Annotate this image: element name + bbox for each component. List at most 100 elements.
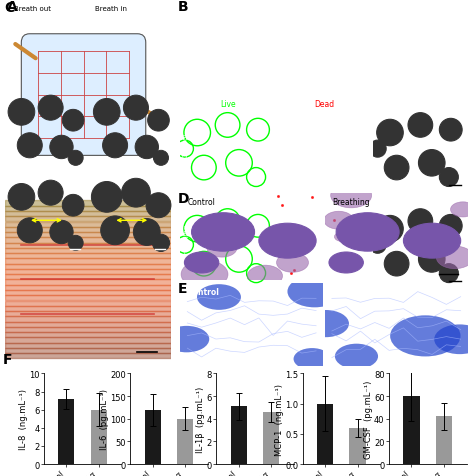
- Bar: [5, 238, 171, 243]
- Bar: [5, 254, 171, 259]
- Text: Control: Control: [187, 288, 219, 296]
- Circle shape: [38, 96, 63, 121]
- Circle shape: [191, 213, 255, 252]
- Text: Breathing: Breathing: [332, 198, 369, 207]
- Bar: [5, 206, 171, 211]
- Circle shape: [123, 96, 148, 121]
- Bar: [5, 201, 171, 206]
- Bar: [5, 259, 171, 264]
- Circle shape: [247, 266, 283, 287]
- Circle shape: [212, 221, 231, 233]
- Bar: [5, 317, 171, 322]
- Circle shape: [437, 247, 474, 269]
- Circle shape: [17, 218, 42, 243]
- Bar: [5, 228, 171, 232]
- Text: D: D: [178, 192, 189, 206]
- Bar: [5, 301, 171, 306]
- Circle shape: [353, 225, 386, 245]
- Bar: [5, 348, 171, 353]
- Bar: [5, 337, 171, 343]
- Text: Breathing: Breathing: [332, 288, 374, 296]
- Circle shape: [68, 151, 83, 166]
- Bar: [5, 322, 171, 327]
- Text: Breathing: Breathing: [183, 223, 189, 258]
- Circle shape: [152, 235, 170, 252]
- Circle shape: [62, 195, 84, 217]
- Bar: [5, 296, 171, 301]
- Text: Brightfield: Brightfield: [400, 100, 440, 109]
- Circle shape: [50, 136, 73, 159]
- Bar: [5, 354, 171, 358]
- Bar: [145, 410, 161, 464]
- Bar: [317, 404, 333, 464]
- Circle shape: [329, 252, 364, 273]
- Circle shape: [121, 179, 150, 208]
- Bar: [5, 290, 171, 296]
- Bar: [436, 416, 452, 464]
- Text: Breath out: Breath out: [14, 6, 51, 12]
- Bar: [5, 233, 171, 238]
- Text: Breath in: Breath in: [95, 6, 127, 12]
- Circle shape: [369, 237, 386, 254]
- Circle shape: [439, 119, 462, 142]
- Circle shape: [147, 110, 169, 132]
- Bar: [5, 275, 171, 280]
- FancyBboxPatch shape: [21, 35, 146, 156]
- Bar: [5, 217, 171, 222]
- Bar: [403, 396, 419, 464]
- Circle shape: [336, 213, 399, 252]
- Circle shape: [68, 236, 83, 251]
- Bar: [263, 412, 279, 464]
- Circle shape: [419, 150, 445, 177]
- Bar: [177, 419, 193, 464]
- Circle shape: [276, 253, 309, 273]
- Bar: [5, 343, 171, 348]
- Text: E: E: [178, 282, 187, 296]
- Circle shape: [302, 310, 349, 337]
- Circle shape: [91, 182, 122, 213]
- Bar: [5, 327, 171, 332]
- Circle shape: [331, 183, 372, 208]
- Circle shape: [259, 224, 316, 258]
- Bar: [231, 407, 247, 464]
- Circle shape: [324, 212, 354, 230]
- Circle shape: [50, 221, 73, 244]
- Bar: [5, 332, 171, 337]
- Text: Control: Control: [187, 198, 215, 207]
- Text: Live: Live: [220, 100, 236, 109]
- Circle shape: [133, 219, 160, 246]
- Bar: [5, 269, 171, 275]
- Circle shape: [62, 110, 84, 132]
- Text: B: B: [178, 0, 188, 14]
- Circle shape: [197, 285, 241, 310]
- Text: C: C: [5, 1, 15, 15]
- Y-axis label: IL-8  (ng.mL⁻¹): IL-8 (ng.mL⁻¹): [18, 388, 27, 449]
- Bar: [349, 428, 365, 464]
- Circle shape: [377, 120, 403, 147]
- Circle shape: [164, 326, 209, 353]
- Text: Dead: Dead: [314, 100, 334, 109]
- Circle shape: [146, 193, 171, 218]
- Text: A: A: [7, 0, 18, 14]
- Bar: [5, 285, 171, 290]
- Circle shape: [293, 348, 330, 370]
- Circle shape: [154, 151, 168, 166]
- Circle shape: [390, 316, 461, 357]
- Y-axis label: MCP-1  (ng.mL⁻¹): MCP-1 (ng.mL⁻¹): [275, 383, 284, 455]
- Bar: [5, 222, 171, 227]
- Circle shape: [335, 344, 378, 369]
- Circle shape: [209, 226, 238, 244]
- Circle shape: [384, 252, 409, 277]
- Circle shape: [369, 141, 386, 158]
- Circle shape: [8, 184, 35, 211]
- Circle shape: [8, 99, 35, 126]
- Circle shape: [434, 325, 474, 355]
- Circle shape: [102, 133, 128, 159]
- Circle shape: [439, 215, 462, 238]
- Circle shape: [184, 252, 219, 273]
- Circle shape: [384, 156, 409, 180]
- Bar: [91, 410, 107, 464]
- Y-axis label: IL-6  (pg.mL⁻¹): IL-6 (pg.mL⁻¹): [100, 388, 109, 449]
- Circle shape: [408, 113, 433, 138]
- Circle shape: [207, 239, 237, 258]
